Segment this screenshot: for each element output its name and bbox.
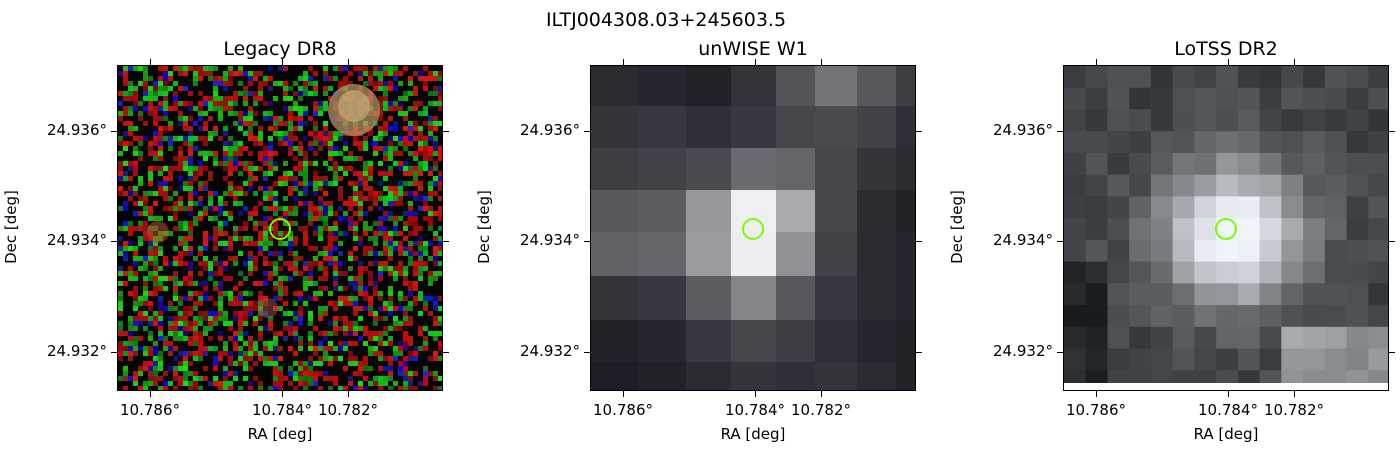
ytick-mark xyxy=(111,241,117,242)
unwise-cutout xyxy=(591,66,915,390)
y-axis-label: Dec [deg] xyxy=(2,190,20,264)
ytick-mark-right xyxy=(443,241,449,242)
ytick-label: 24.932° xyxy=(993,342,1053,360)
xtick-label: 10.782° xyxy=(318,401,378,419)
ytick-mark-right xyxy=(443,352,449,353)
xtick-mark xyxy=(821,391,822,397)
legacy-image xyxy=(117,65,443,391)
ytick-mark-right xyxy=(916,131,922,132)
ytick-mark-right xyxy=(1389,131,1395,132)
xtick-label: 10.786° xyxy=(1066,401,1126,419)
xtick-label: 10.786° xyxy=(120,401,180,419)
ytick-mark xyxy=(584,131,590,132)
x-axis-label: RA [deg] xyxy=(720,425,786,443)
xtick-mark-top xyxy=(150,59,151,65)
ytick-mark-right xyxy=(1389,352,1395,353)
xtick-mark-top xyxy=(1096,59,1097,65)
y-axis-label: Dec [deg] xyxy=(948,190,966,264)
xtick-mark xyxy=(1096,391,1097,397)
ytick-label: 24.936° xyxy=(520,121,580,139)
ytick-mark-right xyxy=(1389,241,1395,242)
xtick-mark xyxy=(623,391,624,397)
ytick-label: 24.934° xyxy=(520,231,580,249)
ytick-mark xyxy=(111,131,117,132)
panel-title-legacy: Legacy DR8 xyxy=(223,38,337,60)
xtick-label: 10.782° xyxy=(1264,401,1324,419)
source-position-marker xyxy=(269,218,291,240)
unwise-image xyxy=(590,65,916,391)
source-position-marker xyxy=(1215,218,1237,240)
xtick-mark xyxy=(348,391,349,397)
legacy-rgb-cutout xyxy=(118,66,442,390)
x-axis-label: RA [deg] xyxy=(247,425,313,443)
ytick-label: 24.932° xyxy=(520,342,580,360)
xtick-mark-top xyxy=(348,59,349,65)
xtick-label: 10.786° xyxy=(593,401,653,419)
xtick-label: 10.782° xyxy=(791,401,851,419)
ytick-label: 24.934° xyxy=(47,231,107,249)
ytick-mark xyxy=(1057,352,1063,353)
red-source xyxy=(147,221,169,243)
ytick-label: 24.936° xyxy=(993,121,1053,139)
panel-title-unwise: unWISE W1 xyxy=(698,38,808,60)
panel-title-lotss: LoTSS DR2 xyxy=(1174,38,1278,60)
ytick-mark-right xyxy=(916,352,922,353)
ytick-mark xyxy=(584,241,590,242)
lotss-image xyxy=(1063,65,1389,391)
ytick-mark xyxy=(1057,241,1063,242)
xtick-mark xyxy=(1294,391,1295,397)
xtick-mark xyxy=(755,391,756,397)
xtick-mark xyxy=(1228,391,1229,397)
xtick-mark xyxy=(282,391,283,397)
figure-title: ILTJ004308.03+245603.5 xyxy=(545,9,787,31)
xtick-mark-top xyxy=(623,59,624,65)
lotss-cutout xyxy=(1064,66,1388,390)
ytick-label: 24.934° xyxy=(993,231,1053,249)
ytick-label: 24.936° xyxy=(47,121,107,139)
x-axis-label: RA [deg] xyxy=(1193,425,1259,443)
ytick-mark xyxy=(584,352,590,353)
xtick-mark-top xyxy=(1294,59,1295,65)
ytick-label: 24.932° xyxy=(47,342,107,360)
white-strip xyxy=(1064,383,1388,390)
bright-galaxy-core xyxy=(338,90,370,122)
xtick-mark-top xyxy=(282,59,283,65)
ytick-mark-right xyxy=(443,131,449,132)
xtick-mark-top xyxy=(1228,59,1229,65)
xtick-label: 10.784° xyxy=(252,401,312,419)
xtick-label: 10.784° xyxy=(1198,401,1258,419)
ytick-mark-right xyxy=(916,241,922,242)
ytick-mark xyxy=(111,352,117,353)
ytick-mark xyxy=(1057,131,1063,132)
source-position-marker xyxy=(742,218,764,240)
xtick-mark-top xyxy=(755,59,756,65)
faint-source xyxy=(258,298,278,318)
y-axis-label: Dec [deg] xyxy=(475,190,493,264)
xtick-mark xyxy=(150,391,151,397)
xtick-mark-top xyxy=(821,59,822,65)
xtick-label: 10.784° xyxy=(725,401,785,419)
